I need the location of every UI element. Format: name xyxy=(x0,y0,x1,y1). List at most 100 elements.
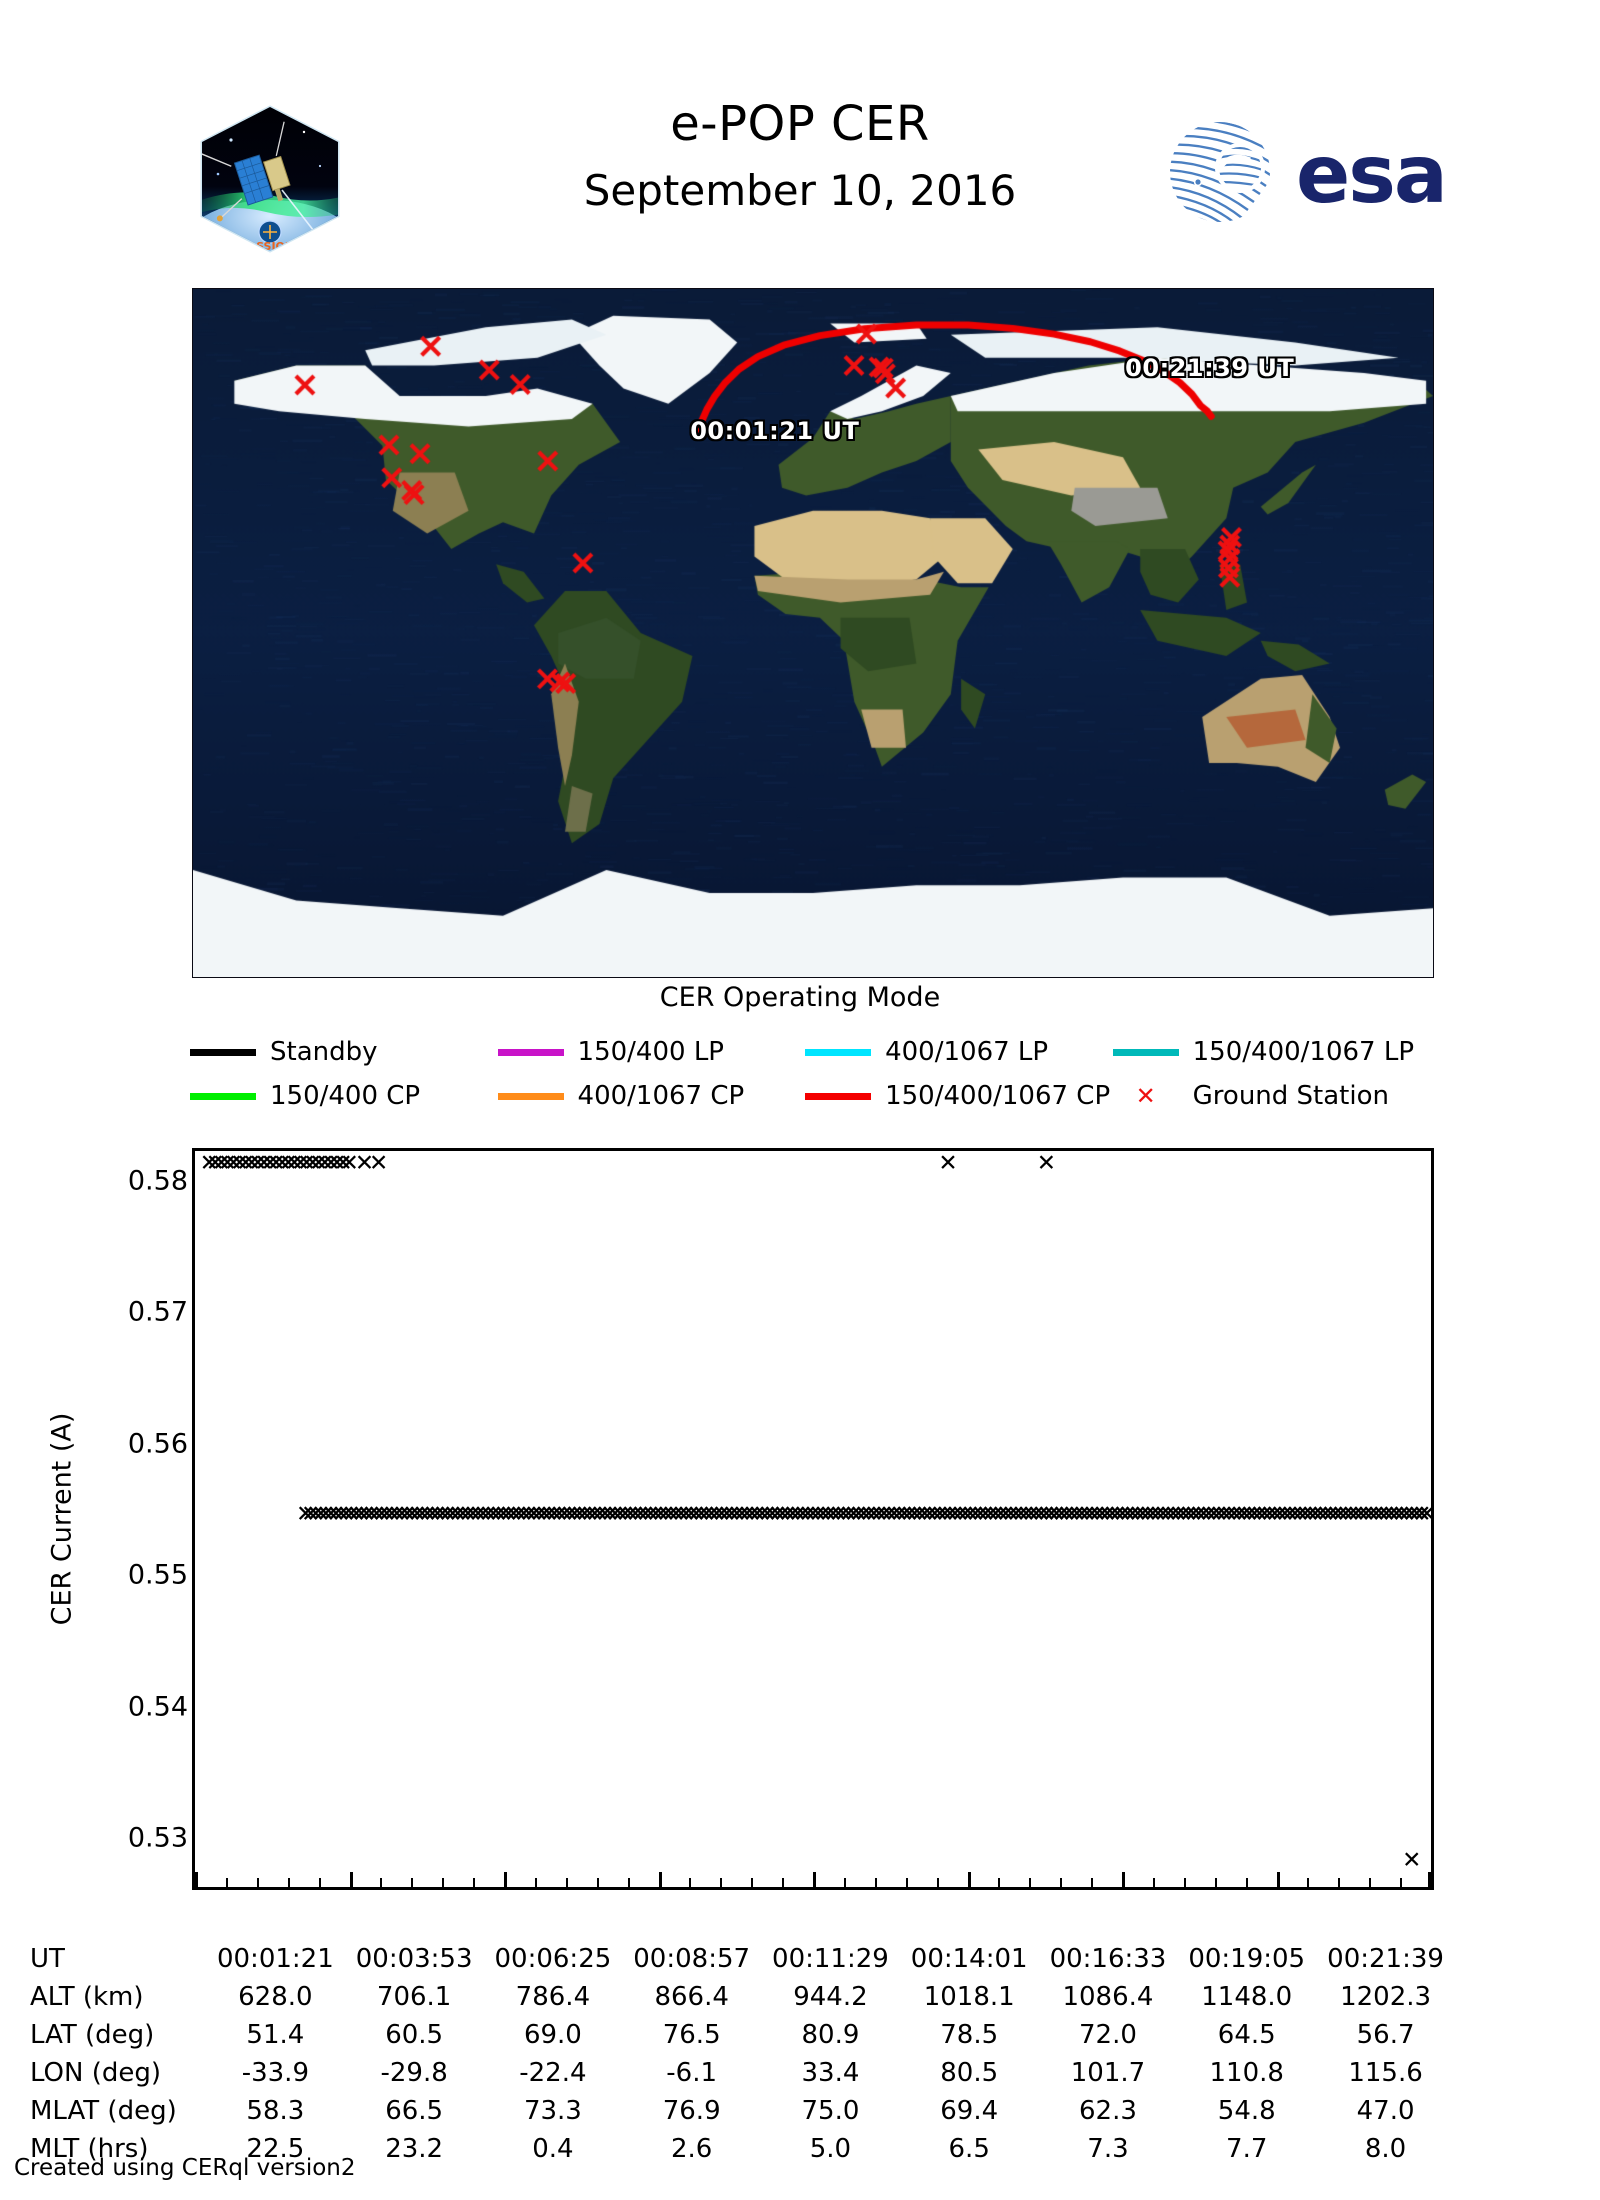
table-cell: -29.8 xyxy=(345,2054,484,2092)
x-axis-minor-tick xyxy=(1307,1878,1309,1887)
x-axis-minor-tick xyxy=(1153,1878,1155,1887)
data-point: ✕ xyxy=(938,1153,957,1176)
legend-entry: 150/400/1067 LP xyxy=(1113,1037,1440,1067)
table-cell: 706.1 xyxy=(345,1978,484,2016)
ephemeris-table: UT 00:01:21 00:03:53 00:06:25 00:08:57 00:11:… xyxy=(30,1940,1570,2168)
table-cell: 944.2 xyxy=(761,1978,900,2016)
table-cell: 110.8 xyxy=(1177,2054,1316,2092)
table-cell: 00:21:39 xyxy=(1316,1940,1455,1978)
x-axis-minor-tick xyxy=(1246,1878,1248,1887)
x-axis-tick xyxy=(968,1872,971,1887)
table-cell: 76.9 xyxy=(622,2092,761,2130)
x-axis-minor-tick xyxy=(597,1878,599,1887)
legend-entry: Standby xyxy=(190,1037,498,1067)
x-axis-minor-tick xyxy=(875,1878,877,1887)
page-header: CASSIOPE e-POP CER September 10, 2016 xyxy=(0,0,1600,260)
table-row: UT 00:01:21 00:03:53 00:06:25 00:08:57 00:11:… xyxy=(30,1940,1455,1978)
y-axis-tick-label: 0.58 xyxy=(128,1165,188,1196)
page-title: e-POP CER xyxy=(400,96,1200,152)
table-row: LAT (deg) 51.4 60.5 69.0 76.5 80.9 78.5 72.0 64.… xyxy=(30,2016,1455,2054)
table-cell: 00:06:25 xyxy=(484,1940,623,1978)
table-cell: 628.0 xyxy=(206,1978,345,2016)
page-subtitle-date: September 10, 2016 xyxy=(400,164,1200,218)
legend-label: 400/1067 CP xyxy=(578,1081,745,1111)
legend-entry: ✕ Ground Station xyxy=(1113,1081,1440,1111)
table-cell: 54.8 xyxy=(1177,2092,1316,2130)
world-map-canvas xyxy=(193,289,1433,977)
x-axis-minor-tick xyxy=(473,1878,475,1887)
legend-color-swatch xyxy=(498,1093,564,1100)
x-axis-minor-tick xyxy=(1091,1878,1093,1887)
legend-color-swatch xyxy=(190,1093,256,1100)
x-axis-minor-tick xyxy=(1338,1878,1340,1887)
table-cell: 00:11:29 xyxy=(761,1940,900,1978)
table-cell: 73.3 xyxy=(484,2092,623,2130)
table-cell: 115.6 xyxy=(1316,2054,1455,2092)
x-axis-minor-tick xyxy=(1369,1878,1371,1887)
table-cell: 1086.4 xyxy=(1039,1978,1178,2016)
map-end-time-label: 00:21:39 UT xyxy=(1125,354,1294,382)
table-cell: 00:19:05 xyxy=(1177,1940,1316,1978)
legend-row: 150/400 CP 400/1067 CP 150/400/1067 CP ✕ Gro… xyxy=(190,1074,1440,1118)
table-cell: 101.7 xyxy=(1039,2054,1178,2092)
x-axis-tick xyxy=(504,1872,507,1887)
table-cell: 75.0 xyxy=(761,2092,900,2130)
table-cell: 58.3 xyxy=(206,2092,345,2130)
table-cell: 1202.3 xyxy=(1316,1978,1455,2016)
x-axis-minor-tick xyxy=(566,1878,568,1887)
table-cell: -33.9 xyxy=(206,2054,345,2092)
x-axis-minor-tick xyxy=(689,1878,691,1887)
table-row-label: MLAT (deg) xyxy=(30,2092,206,2130)
table-cell: 1018.1 xyxy=(900,1978,1039,2016)
table-cell: 6.5 xyxy=(900,2130,1039,2168)
plot-data-area: ✕ ✕ ✕ ✕ ✕ ✕ ✕ ✕ ✕ ✕ ✕ ✕ ✕ ✕ ✕ ✕ ✕ ✕ ✕ ✕ ✕ ✕ ✕ ✕ ✕ ✕ ✕ ✕ ✕ ✕ ✕ ✕ ✕ ✕ ✕ ✕ ✕ ✕ ✕ ✕… xyxy=(195,1151,1431,1887)
table-row-label: ALT (km) xyxy=(30,1978,206,2016)
x-axis-minor-tick xyxy=(720,1878,722,1887)
table-cell: 64.5 xyxy=(1177,2016,1316,2054)
x-axis-minor-tick xyxy=(1215,1878,1217,1887)
table-row: MLAT (deg) 58.3 66.5 73.3 76.9 75.0 69.4 62.3 54… xyxy=(30,2092,1455,2130)
legend-entry: 150/400 LP xyxy=(498,1037,806,1067)
table-row: LON (deg) -33.9 -29.8 -22.4 -6.1 33.4 80.5 101.… xyxy=(30,2054,1455,2092)
x-axis-minor-tick xyxy=(751,1878,753,1887)
legend-label: 150/400/1067 LP xyxy=(1193,1037,1414,1067)
y-axis-label: CER Current (A) xyxy=(47,1413,78,1626)
cassiope-logo: CASSIOPE xyxy=(196,104,344,254)
table-cell: 00:01:21 xyxy=(206,1940,345,1978)
legend: Standby 150/400 LP 400/1067 LP 150/400/1067… xyxy=(190,1030,1440,1118)
footer-credit: Created using CERql version2 xyxy=(14,2155,356,2181)
legend-title: CER Operating Mode xyxy=(0,982,1600,1013)
table-cell: 00:08:57 xyxy=(622,1940,761,1978)
table-cell: 56.7 xyxy=(1316,2016,1455,2054)
x-axis-minor-tick xyxy=(380,1878,382,1887)
x-axis-tick xyxy=(1277,1872,1280,1887)
x-axis-tick xyxy=(813,1872,816,1887)
table-cell: 51.4 xyxy=(206,2016,345,2054)
x-axis-tick xyxy=(1122,1872,1125,1887)
data-point: ✕ xyxy=(369,1153,388,1176)
legend-entry: 400/1067 LP xyxy=(805,1037,1113,1067)
x-axis-minor-tick xyxy=(906,1878,908,1887)
table-cell: 7.3 xyxy=(1039,2130,1178,2168)
x-axis-minor-tick xyxy=(998,1878,1000,1887)
map-start-time-label: 00:01:21 UT xyxy=(690,417,859,445)
x-axis-tick xyxy=(350,1872,353,1887)
legend-color-swatch xyxy=(805,1049,871,1056)
legend-entry: 400/1067 CP xyxy=(498,1081,806,1111)
ground-station-marker-icon: ✕ xyxy=(1113,1084,1179,1108)
table-cell: 866.4 xyxy=(622,1978,761,2016)
legend-label: 150/400/1067 CP xyxy=(885,1081,1110,1111)
table-cell: 33.4 xyxy=(761,2054,900,2092)
title-block: e-POP CER September 10, 2016 xyxy=(400,96,1200,218)
x-axis-minor-tick xyxy=(1184,1878,1186,1887)
x-axis-minor-tick xyxy=(442,1878,444,1887)
table-cell: 2.6 xyxy=(622,2130,761,2168)
x-axis-minor-tick xyxy=(319,1878,321,1887)
legend-entry: 150/400 CP xyxy=(190,1081,498,1111)
legend-color-swatch xyxy=(190,1049,256,1056)
table-cell: 72.0 xyxy=(1039,2016,1178,2054)
x-axis-tick xyxy=(195,1872,198,1887)
x-axis-minor-tick xyxy=(226,1878,228,1887)
table-cell: 786.4 xyxy=(484,1978,623,2016)
legend-color-swatch xyxy=(498,1049,564,1056)
